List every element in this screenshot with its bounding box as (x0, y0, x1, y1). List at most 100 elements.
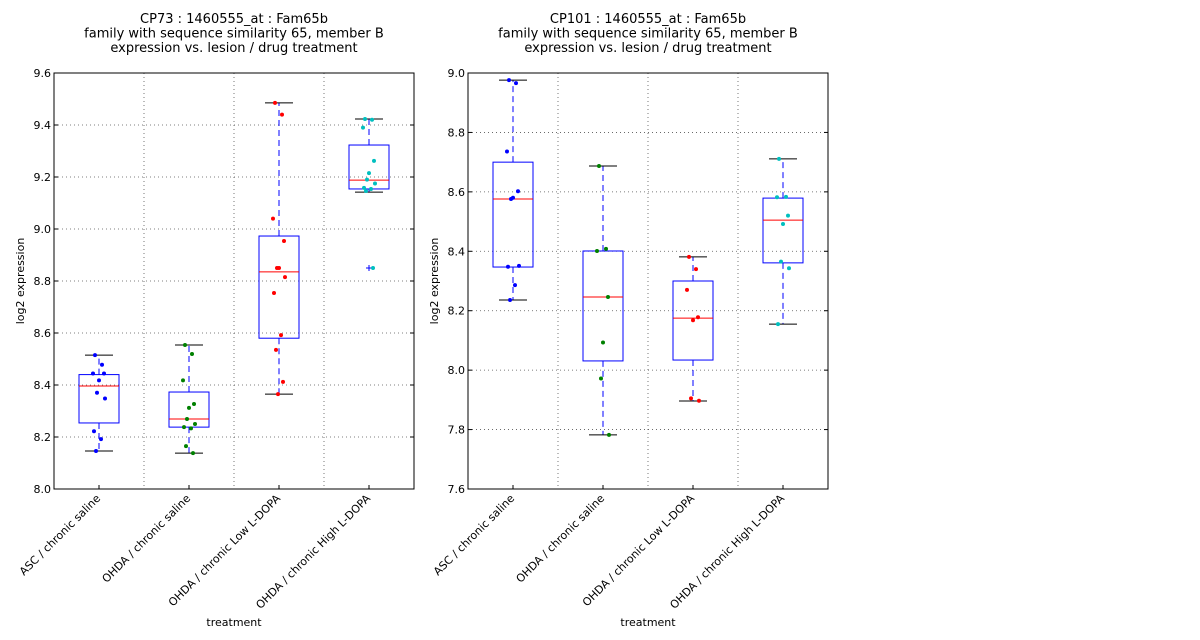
data-point (280, 112, 284, 117)
box-iqr (348, 144, 390, 190)
data-point (193, 422, 197, 426)
chart-title-line: expression vs. lesion / drug treatment (110, 41, 357, 56)
y-tick-label: 8.8 (448, 126, 466, 139)
data-point (100, 362, 104, 367)
data-point (369, 186, 373, 191)
y-tick-label: 9.0 (34, 223, 52, 236)
data-point (367, 171, 371, 176)
data-point (604, 246, 608, 251)
data-point (184, 444, 188, 449)
data-point (97, 378, 101, 383)
box-group (168, 342, 210, 456)
data-point (185, 417, 189, 422)
y-tick-label: 8.4 (34, 379, 52, 392)
data-point (182, 425, 186, 430)
box-iqr (78, 374, 120, 424)
data-point (373, 181, 377, 186)
data-point (93, 353, 97, 358)
y-tick-label: 9.2 (34, 171, 52, 184)
data-point (364, 189, 368, 194)
data-point (283, 275, 287, 280)
data-point (362, 185, 366, 190)
data-point (597, 164, 601, 169)
data-point (279, 333, 283, 338)
data-point (91, 371, 95, 376)
data-point (507, 78, 511, 83)
data-point (784, 194, 788, 199)
data-point (689, 396, 693, 401)
data-point (508, 298, 512, 303)
data-point (371, 266, 375, 270)
box-group (672, 254, 714, 403)
data-point (687, 254, 691, 259)
y-tick-label: 9.6 (34, 67, 52, 80)
data-point (506, 264, 510, 269)
data-point (595, 248, 599, 253)
box-iqr (672, 280, 714, 361)
x-tick-label: OHDA / chronic saline (100, 492, 194, 586)
box-iqr (258, 235, 300, 339)
data-point (777, 156, 781, 161)
box-group (78, 353, 120, 454)
data-point (601, 340, 605, 345)
data-point (691, 318, 695, 323)
x-axis-label: treatment (206, 616, 262, 629)
y-tick-label: 8.6 (34, 327, 52, 340)
box-group (582, 164, 624, 437)
data-point (697, 398, 701, 403)
chart-title-line: CP73 : 1460555_at : Fam65b (140, 12, 328, 27)
data-point (607, 432, 611, 437)
data-point (94, 449, 98, 454)
data-point (183, 342, 187, 347)
data-point (370, 117, 374, 122)
data-point (189, 426, 193, 431)
box-iqr (168, 391, 210, 428)
data-point (273, 100, 277, 105)
data-point (786, 213, 790, 218)
data-point (276, 392, 280, 397)
data-point (516, 189, 520, 194)
data-point (92, 429, 96, 434)
data-point (281, 379, 285, 384)
y-tick-label: 8.2 (34, 431, 52, 444)
data-point (275, 266, 279, 270)
x-tick-label: ASC / chronic saline (17, 492, 103, 578)
y-tick-label: 8.4 (448, 245, 466, 258)
data-point (192, 401, 196, 406)
box-group (762, 156, 804, 327)
data-point (775, 195, 779, 200)
data-point (102, 371, 106, 376)
y-tick-label: 7.6 (448, 483, 466, 496)
box-iqr (492, 161, 534, 268)
y-axis-label: log2 expression (428, 238, 441, 325)
data-point (517, 263, 521, 268)
y-tick-label: 8.2 (448, 305, 466, 318)
chart-title-line: expression vs. lesion / drug treatment (524, 41, 771, 56)
data-point (190, 352, 194, 357)
data-point (99, 437, 103, 442)
data-point (274, 347, 278, 352)
data-point (606, 295, 610, 300)
y-tick-label: 7.8 (448, 424, 466, 437)
data-point (696, 315, 700, 320)
data-point (781, 221, 785, 226)
data-point (95, 390, 99, 395)
data-point (365, 177, 369, 182)
data-point (509, 196, 513, 201)
plot-frame (467, 72, 829, 490)
data-point (282, 238, 286, 243)
box-group (492, 78, 534, 303)
y-axis-label: log2 expression (14, 238, 27, 325)
data-point (103, 396, 107, 401)
data-point (271, 216, 275, 221)
data-point (776, 322, 780, 327)
y-tick-label: 8.0 (34, 483, 52, 496)
box-iqr (582, 250, 624, 362)
data-point (779, 259, 783, 264)
plot-frame (53, 72, 415, 490)
data-point (191, 451, 195, 456)
x-tick-label: ASC / chronic saline (431, 492, 517, 578)
x-tick-label: OHDA / chronic saline (514, 492, 608, 586)
data-point (514, 81, 518, 86)
